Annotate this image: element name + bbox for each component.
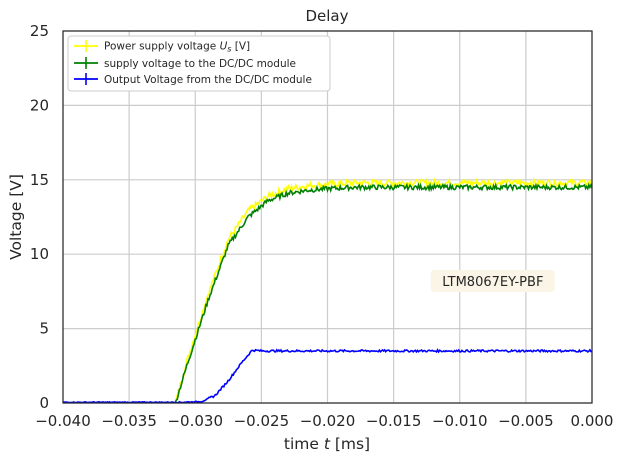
legend-label-dcdc-input: supply voltage to the DC/DC module — [104, 58, 296, 70]
x-tick-label: −0.010 — [432, 412, 488, 430]
series-dcdc-output-line — [62, 348, 593, 404]
legend-marker-dcdc-input — [74, 57, 98, 69]
x-axis-label-text: time — [284, 435, 324, 453]
grid-lines — [62, 30, 593, 404]
y-tick-label: 25 — [30, 22, 49, 40]
y-axis-label: Voltage [V] — [7, 174, 25, 260]
y-tick-label: 5 — [39, 320, 49, 338]
y-tick-label: 15 — [30, 171, 49, 189]
legend-label-power-supply-var: U — [220, 41, 228, 53]
annotation-text: LTM8067EY-PBF — [442, 275, 543, 290]
y-tick-label: 0 — [39, 394, 49, 412]
x-axis-label-var: t — [324, 435, 331, 453]
legend-label-power-supply-unit: [V] — [231, 41, 250, 53]
x-tick-label: −0.020 — [300, 412, 356, 430]
legend-label-dcdc-output: Output Voltage from the DC/DC module — [104, 74, 312, 86]
legend-label-power-supply-text: Power supply voltage — [104, 41, 220, 53]
annotation: LTM8067EY-PBF — [430, 269, 555, 292]
legend-marker-power-supply — [74, 40, 98, 52]
x-axis-label: time t [ms] — [284, 435, 370, 453]
annotation-box — [430, 269, 555, 292]
y-tick-label: 10 — [30, 245, 49, 263]
x-axis-label-unit: [ms] — [330, 435, 370, 453]
legend: Power supply voltage Us [V] supply volta… — [67, 35, 331, 92]
y-tick-label: 20 — [30, 96, 49, 114]
x-tick-label: 0.000 — [571, 412, 614, 430]
x-tick-label: −0.030 — [167, 412, 223, 430]
legend-marker-dcdc-output — [74, 73, 98, 85]
x-tick-label: −0.040 — [35, 412, 91, 430]
legend-label-power-supply: Power supply voltage Us [V] — [104, 41, 250, 54]
x-tick-label: −0.035 — [101, 412, 157, 430]
chart-title: Delay — [305, 7, 348, 25]
legend-box — [67, 35, 331, 92]
x-tick-label: −0.025 — [234, 412, 290, 430]
x-tick-labels: −0.040 −0.035 −0.030 −0.025 −0.020 −0.015 −0.0… — [35, 412, 613, 430]
legend-label-power-supply-sub: s — [227, 45, 231, 54]
plot-frame — [62, 30, 593, 404]
x-tick-label: −0.015 — [366, 412, 422, 430]
y-tick-labels: 0 5 10 15 20 25 — [30, 22, 49, 412]
x-tick-label: −0.005 — [498, 412, 554, 430]
